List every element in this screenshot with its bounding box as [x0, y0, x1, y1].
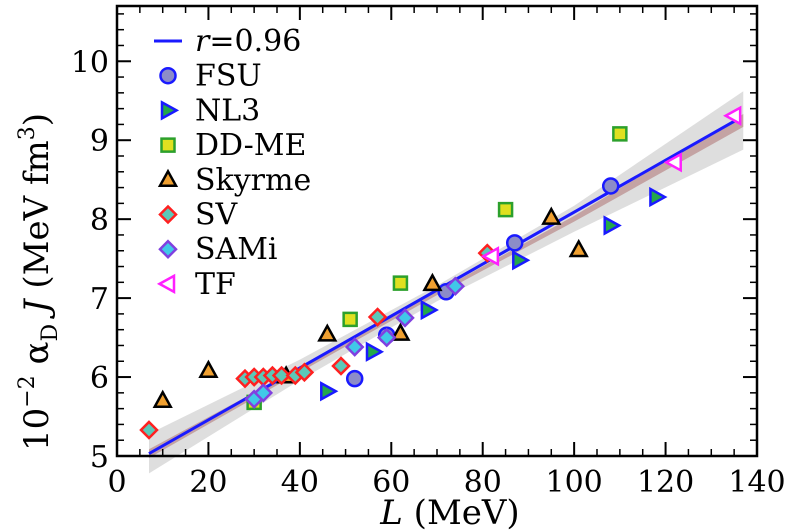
point-skyrme-6 — [541, 206, 562, 225]
y-axis-label-unit-close: ) — [17, 113, 57, 126]
x-tick-label: 20 — [189, 465, 227, 500]
point-nl3-2 — [420, 299, 439, 321]
point-fsu-3 — [505, 234, 524, 252]
y-axis-label-unit: (MeV fm — [17, 140, 57, 288]
x-tick-label: 40 — [281, 465, 319, 500]
legend-fsu-marker — [159, 66, 177, 85]
legend-skyrme-label: Skyrme — [195, 163, 311, 198]
point-nl3-5 — [649, 186, 668, 208]
x-axis-label-unit: (MeV) — [403, 493, 520, 532]
y-tick-label: 9 — [90, 124, 109, 159]
data-points — [139, 105, 742, 440]
point-nl3-4 — [603, 215, 622, 236]
x-axis-label-var: L — [379, 493, 403, 532]
point-tf-1 — [663, 152, 682, 173]
point-sami-5 — [445, 276, 466, 297]
point-skyrme-5 — [422, 272, 443, 292]
y-axis-label-sub: D — [38, 324, 63, 342]
x-tick-label: 140 — [728, 465, 785, 500]
point-sv-7 — [294, 362, 315, 383]
point-dd-me-1 — [342, 311, 358, 328]
legend-dd-me-label: DD-ME — [195, 128, 306, 163]
legend-fit-label: r=0.96 — [195, 24, 301, 59]
y-tick-label: 5 — [90, 440, 109, 475]
legend-sami-marker — [158, 239, 178, 259]
x-tick-label: 0 — [107, 465, 126, 500]
legend-sv-marker — [158, 204, 178, 225]
y-tick-label: 7 — [90, 282, 109, 317]
y-tick-label: 6 — [90, 361, 109, 396]
x-tick-label: 120 — [637, 465, 694, 500]
point-sv-0 — [139, 420, 159, 440]
point-fsu-0 — [345, 369, 364, 388]
point-skyrme-1 — [198, 359, 219, 378]
point-fsu-4 — [601, 177, 620, 195]
point-skyrme-0 — [152, 389, 173, 408]
point-dd-me-2 — [392, 275, 409, 291]
point-sami-1 — [253, 383, 274, 403]
y-axis-label-unit-exp: 3 — [15, 126, 40, 140]
point-skyrme-3 — [317, 323, 338, 342]
point-sv-9 — [367, 307, 388, 327]
y-axis-label-var: J — [17, 297, 57, 319]
point-sv-5 — [271, 365, 292, 386]
point-sami-4 — [395, 308, 415, 328]
x-tick-label: 100 — [546, 465, 603, 500]
point-dd-me-3 — [497, 201, 514, 218]
y-axis-label-alpha: α — [17, 342, 57, 365]
point-dd-me-4 — [612, 126, 628, 142]
legend-dd-me-marker — [160, 137, 176, 153]
point-nl3-0 — [320, 381, 339, 402]
axis-ticks: 0 20 40 60 80 100 120 140 5 6 7 8 9 10 — [71, 6, 786, 500]
legend-skyrme-marker — [157, 168, 179, 188]
point-sv-8 — [331, 356, 351, 376]
x-tick-label: 60 — [372, 465, 410, 500]
legend-sami-label: SAMi — [195, 232, 278, 267]
y-tick-label: 8 — [90, 203, 109, 238]
legend-tf-label: TF — [195, 267, 236, 302]
x-axis-label: L (MeV) — [379, 493, 519, 532]
point-sami-3 — [376, 327, 397, 348]
y-axis-label: 10−2 αD J (MeV fm3) — [15, 113, 63, 451]
point-tf-0 — [480, 246, 500, 267]
legend-nl3-label: NL3 — [195, 93, 260, 128]
point-skyrme-4 — [390, 322, 411, 341]
point-nl3-3 — [512, 250, 531, 271]
legend-sv-label: SV — [195, 198, 239, 233]
point-sami-2 — [344, 337, 365, 357]
x-tick-label: 80 — [464, 465, 502, 500]
y-axis-label-prefix: 10 — [17, 408, 57, 451]
y-tick-label: 10 — [71, 45, 109, 80]
point-skyrme-7 — [568, 238, 589, 258]
legend-fsu-label: FSU — [195, 59, 262, 94]
point-nl3-1 — [365, 341, 385, 362]
y-axis-label-exp: −2 — [15, 375, 40, 407]
point-tf-2 — [723, 105, 742, 126]
legend-tf-marker — [156, 273, 176, 295]
legend-nl3-marker — [160, 100, 180, 121]
